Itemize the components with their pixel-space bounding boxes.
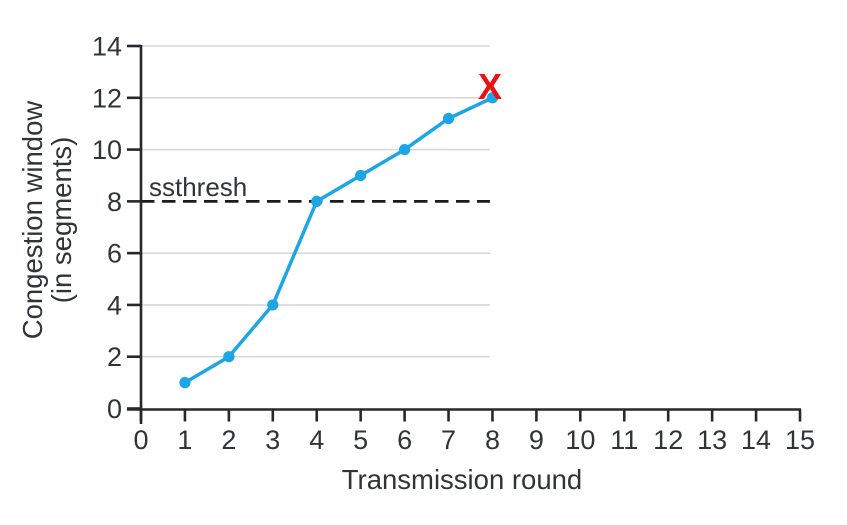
- x-tick-label: 3: [265, 425, 280, 455]
- x-axis-title: Transmission round: [342, 464, 582, 495]
- data-point-marker: [267, 299, 279, 311]
- y-axis-title-line1: Congestion window: [17, 101, 48, 340]
- x-tick-label: 7: [441, 425, 456, 455]
- x-tick-label: 4: [309, 425, 324, 455]
- x-tick-label: 14: [741, 425, 771, 455]
- x-tick-label: 0: [133, 425, 148, 455]
- cwnd-line: [183, 96, 495, 385]
- x-tick-label: 9: [529, 425, 544, 455]
- x-tick-label: 13: [697, 425, 727, 455]
- data-point-marker: [399, 143, 411, 156]
- x-tick-label: 2: [221, 425, 236, 455]
- data-point-marker: [442, 112, 455, 125]
- y-tick-label: 14: [92, 32, 122, 62]
- y-tick-label: 10: [92, 135, 122, 165]
- chart-text-overlay: ssthresh X Transmission round Congestion…: [17, 66, 582, 495]
- x-tick-label: 1: [177, 425, 192, 455]
- y-axis-title-line2: (in segments): [46, 137, 77, 304]
- y-tick-label: 6: [107, 239, 122, 269]
- x-tick-label: 12: [653, 425, 683, 455]
- loss-x-marker: X: [478, 66, 502, 107]
- x-tick-label: 6: [397, 425, 412, 455]
- data-point-marker: [311, 195, 323, 207]
- data-point-marker: [223, 351, 235, 363]
- ssthresh-label: ssthresh: [149, 172, 247, 202]
- x-tick-label: 11: [610, 425, 638, 455]
- x-tick-label: 8: [485, 425, 500, 455]
- data-point-marker: [355, 169, 367, 182]
- y-tick-label: 4: [107, 290, 122, 320]
- x-tick-label: 15: [785, 425, 815, 455]
- x-tick-label: 10: [565, 425, 595, 455]
- y-tick-label: 2: [107, 342, 122, 372]
- data-point-marker: [179, 377, 191, 389]
- data-point-marker: [486, 92, 499, 104]
- y-tick-label: 0: [107, 394, 122, 424]
- y-tick-label: 8: [107, 187, 122, 217]
- x-tick-label: 5: [353, 425, 368, 455]
- y-tick-label: 12: [92, 83, 122, 113]
